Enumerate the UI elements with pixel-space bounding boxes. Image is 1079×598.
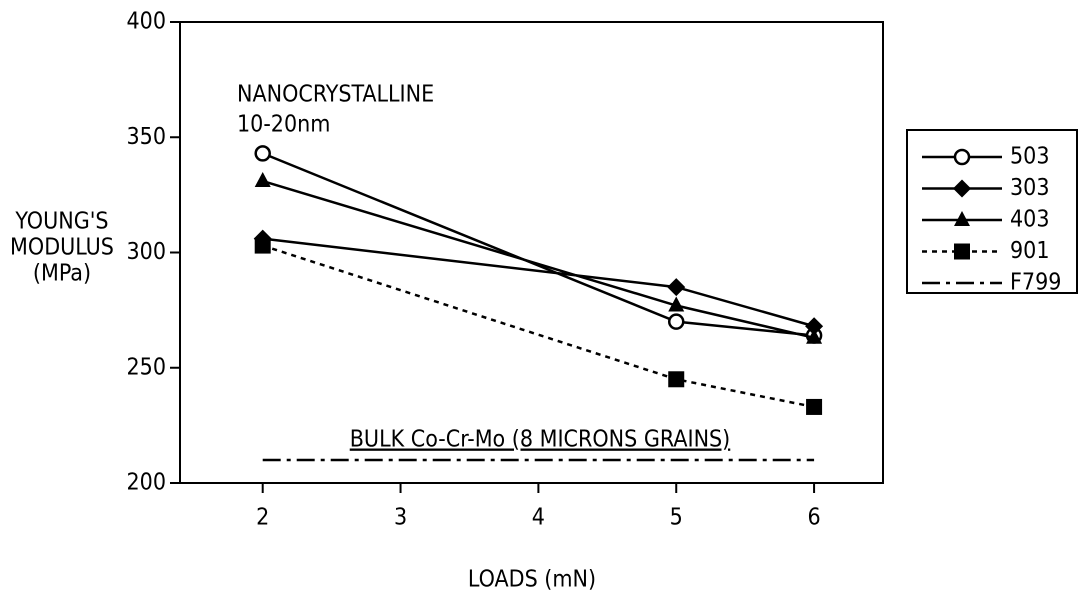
x-tick-label: 5 — [670, 505, 683, 531]
legend-marker — [954, 243, 970, 260]
x-tick-label: 6 — [807, 505, 820, 531]
x-axis-label: LOADS (mN) — [468, 567, 596, 593]
series-line — [262, 152, 815, 337]
legend-frame — [906, 129, 1078, 294]
x-tick-label: 2 — [256, 505, 269, 531]
y-tick-label: 250 — [127, 354, 167, 380]
marker — [806, 398, 823, 415]
marker — [667, 278, 686, 297]
y-tick-label: 350 — [127, 124, 167, 150]
y-axis-label: YOUNG'S — [14, 209, 108, 235]
legend-marker — [953, 148, 971, 166]
marker — [254, 145, 271, 162]
marker — [254, 172, 271, 188]
marker — [254, 237, 271, 254]
y-tick-label: 200 — [127, 470, 167, 496]
legend-label: 503 — [1010, 144, 1050, 170]
marker — [668, 296, 685, 312]
legend-label: F799 — [1010, 270, 1061, 296]
marker — [805, 317, 824, 336]
y-axis-label: (MPa) — [33, 261, 91, 287]
annotation: 10-20nm — [237, 112, 330, 138]
series-line — [262, 237, 815, 328]
legend-label: 303 — [1010, 175, 1050, 201]
legend-marker — [953, 179, 971, 198]
marker — [806, 328, 823, 344]
marker — [668, 371, 685, 388]
legend-label: 403 — [1010, 207, 1050, 233]
marker — [667, 313, 685, 330]
x-tick-label: 3 — [394, 505, 407, 531]
y-tick-label: 300 — [127, 239, 167, 265]
y-axis-label: MODULUS — [10, 235, 114, 261]
series-line — [262, 179, 815, 340]
legend-marker — [954, 211, 970, 226]
y-tick-label: 400 — [127, 9, 167, 35]
legend-label: 901 — [1010, 238, 1050, 264]
annotation: NANOCRYSTALLINE — [237, 82, 434, 108]
x-tick-label: 4 — [532, 505, 545, 531]
annotation: BULK Co-Cr-Mo (8 MICRONS GRAINS) — [350, 427, 731, 453]
